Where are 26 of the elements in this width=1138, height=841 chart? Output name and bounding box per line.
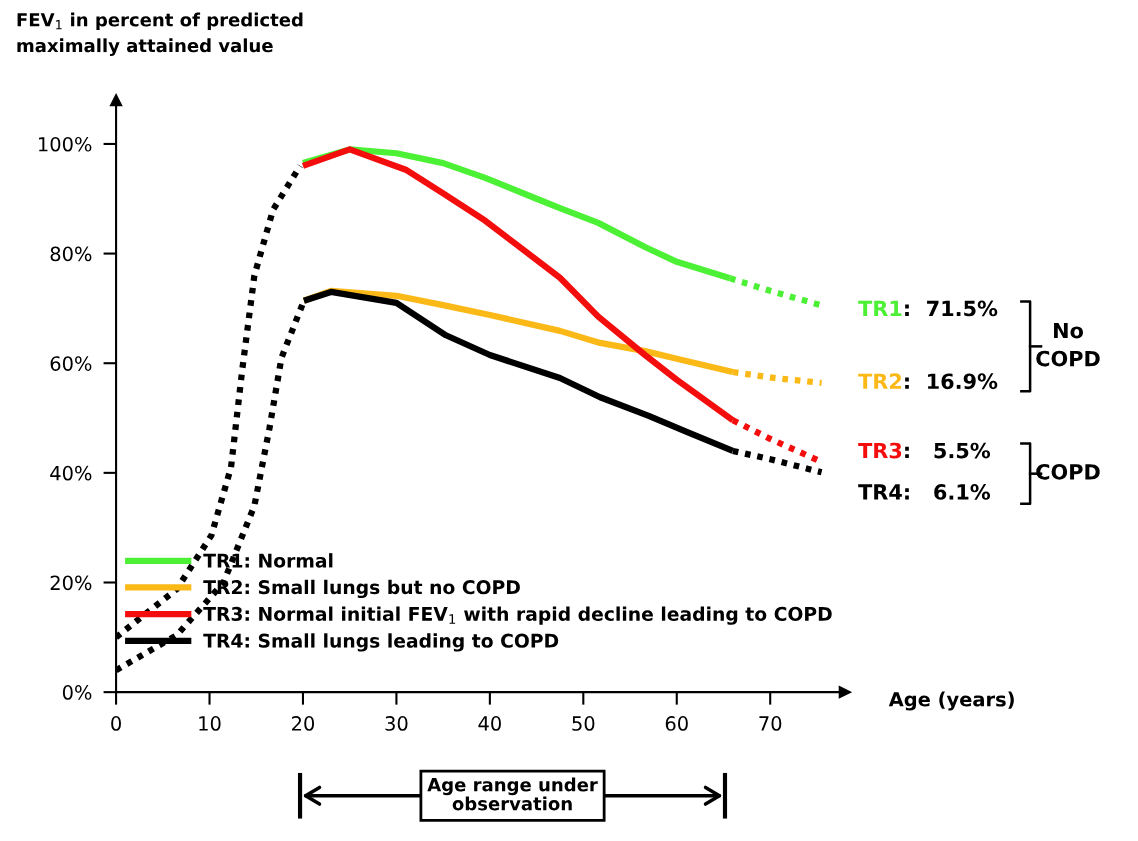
text: TR3: 5.5% xyxy=(858,442,991,459)
y-tick-label: 0% xyxy=(62,685,92,700)
text: TR4: 6.1% xyxy=(858,484,991,500)
y-tick-label: 80% xyxy=(50,246,92,262)
text: No COPD xyxy=(1036,322,1100,367)
legend-label: TR3: Normal initial FEV$_{1}$ with rapid decline leading to COPD xyxy=(203,606,832,625)
x-tick-label: 50 xyxy=(572,716,595,731)
text: COPD xyxy=(1036,463,1100,480)
text: TR2: 16.9% xyxy=(858,373,998,390)
y-tick-label: 20% xyxy=(50,575,92,591)
y-axis-title: FEV$_{1}$ in percent of predicted maximally attained value xyxy=(17,12,303,56)
legend-label: TR1: Normal xyxy=(203,553,333,568)
y-tick-label: 60% xyxy=(50,356,92,371)
x-tick-label: 20 xyxy=(292,716,315,731)
text: Age range under observation xyxy=(427,777,598,811)
text: TR1: 71.5% xyxy=(858,300,998,317)
legend-label: TR4: Small lungs leading to COPD xyxy=(203,633,559,652)
x-tick-label: 0 xyxy=(111,716,121,731)
x-tick-label: 60 xyxy=(665,716,688,731)
x-axis-title: Age (years) xyxy=(888,691,1014,711)
x-tick-label: 30 xyxy=(385,716,408,731)
x-tick-label: 40 xyxy=(478,716,501,731)
x-tick-label: 70 xyxy=(759,716,782,731)
y-tick-label: 100% xyxy=(39,136,92,152)
x-tick-label: 10 xyxy=(199,716,221,731)
y-tick-label: 40% xyxy=(50,465,92,481)
